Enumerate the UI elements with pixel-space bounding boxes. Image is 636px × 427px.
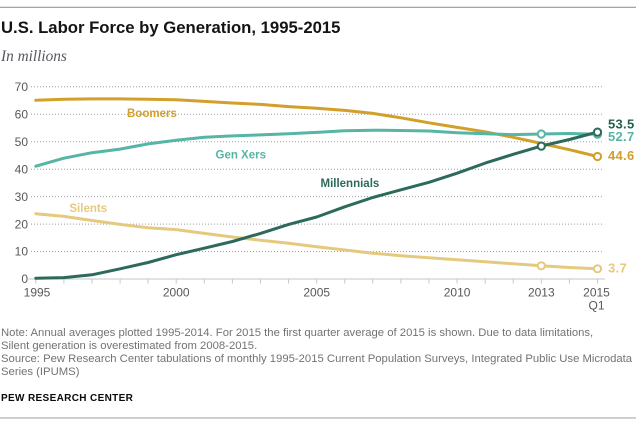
svg-text:U.S. Labor Force by Generation: U.S. Labor Force by Generation, 1995-201… [1,18,340,37]
svg-text:1995: 1995 [24,286,51,300]
svg-text:70: 70 [15,80,29,94]
svg-text:Millennials: Millennials [321,178,380,190]
svg-text:2000: 2000 [163,286,190,300]
svg-text:Silents: Silents [69,203,107,215]
svg-text:Silent generation is overestim: Silent generation is overestimated from … [1,340,257,352]
svg-text:2005: 2005 [303,286,330,300]
svg-text:40: 40 [15,162,29,176]
svg-text:52.7: 52.7 [608,129,635,144]
svg-text:PEW RESEARCH CENTER: PEW RESEARCH CENTER [1,393,134,404]
svg-text:Note: Annual averages plotted: Note: Annual averages plotted 1995-2014.… [1,327,593,339]
svg-text:Boomers: Boomers [127,108,177,120]
svg-text:2015: 2015 [583,286,610,300]
svg-text:53.5: 53.5 [608,116,635,131]
svg-text:2010: 2010 [444,286,471,300]
svg-text:0: 0 [21,272,28,286]
svg-text:Series (IPUMS): Series (IPUMS) [1,366,80,378]
svg-text:44.6: 44.6 [608,148,635,163]
svg-text:Gen Xers: Gen Xers [216,149,267,161]
svg-text:50: 50 [15,135,29,149]
svg-text:Source: Pew Research Center ta: Source: Pew Research Center tabulations … [1,353,633,365]
svg-text:3.7: 3.7 [608,261,627,276]
svg-text:20: 20 [15,217,29,231]
svg-text:30: 30 [15,190,29,204]
svg-text:In millions: In millions [0,48,67,65]
svg-text:Q1: Q1 [588,299,604,313]
svg-text:60: 60 [15,108,29,122]
svg-text:2013: 2013 [528,286,555,300]
svg-text:10: 10 [15,245,29,259]
